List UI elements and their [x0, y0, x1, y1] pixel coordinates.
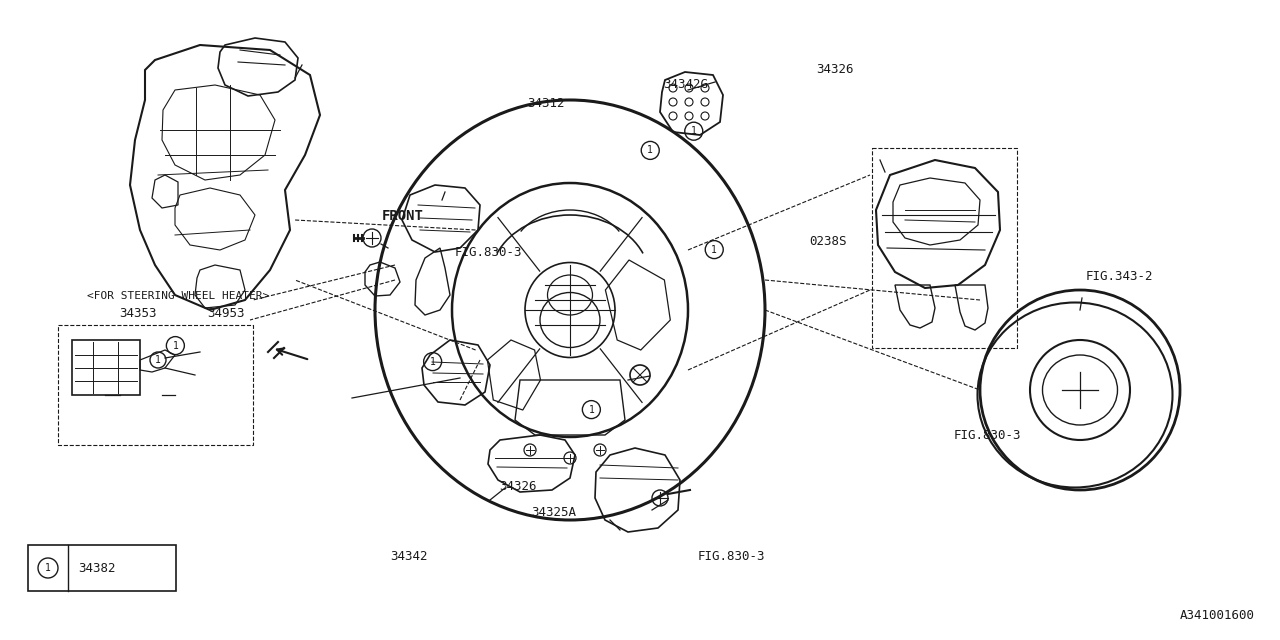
- Text: FIG.343-2: FIG.343-2: [1085, 270, 1153, 283]
- Text: 1: 1: [155, 355, 161, 365]
- Text: 34353: 34353: [119, 307, 156, 320]
- Text: 1: 1: [45, 563, 51, 573]
- Circle shape: [669, 84, 677, 92]
- Text: 1: 1: [691, 126, 696, 136]
- Bar: [28, 545, 177, 591]
- Text: <FOR STEERING WHEEL HEATER>: <FOR STEERING WHEEL HEATER>: [87, 291, 269, 301]
- Text: 1: 1: [648, 145, 653, 156]
- Text: 34326: 34326: [499, 480, 536, 493]
- Text: 34382: 34382: [78, 561, 115, 575]
- Text: 34326: 34326: [817, 63, 854, 76]
- Circle shape: [685, 98, 692, 106]
- Circle shape: [669, 112, 677, 120]
- Text: FIG.830-3: FIG.830-3: [698, 550, 765, 563]
- Circle shape: [701, 98, 709, 106]
- Text: 1: 1: [430, 356, 435, 367]
- Text: 1: 1: [173, 340, 178, 351]
- Text: 34953: 34953: [207, 307, 244, 320]
- Text: 34342G: 34342G: [663, 78, 708, 91]
- Circle shape: [701, 84, 709, 92]
- Circle shape: [685, 84, 692, 92]
- Text: FIG.830-3: FIG.830-3: [954, 429, 1021, 442]
- Bar: [58, 325, 253, 445]
- Text: FRONT: FRONT: [381, 209, 424, 223]
- Text: 1: 1: [589, 404, 594, 415]
- Text: A341001600: A341001600: [1180, 609, 1254, 622]
- Circle shape: [701, 112, 709, 120]
- Text: 1: 1: [712, 244, 717, 255]
- Text: 34342: 34342: [390, 550, 428, 563]
- Text: 34325A: 34325A: [531, 506, 576, 518]
- Text: 34312: 34312: [527, 97, 564, 110]
- Text: 0238S: 0238S: [809, 236, 846, 248]
- Circle shape: [685, 112, 692, 120]
- Text: FIG.830-3: FIG.830-3: [454, 246, 522, 259]
- Bar: [872, 148, 1018, 348]
- Circle shape: [669, 98, 677, 106]
